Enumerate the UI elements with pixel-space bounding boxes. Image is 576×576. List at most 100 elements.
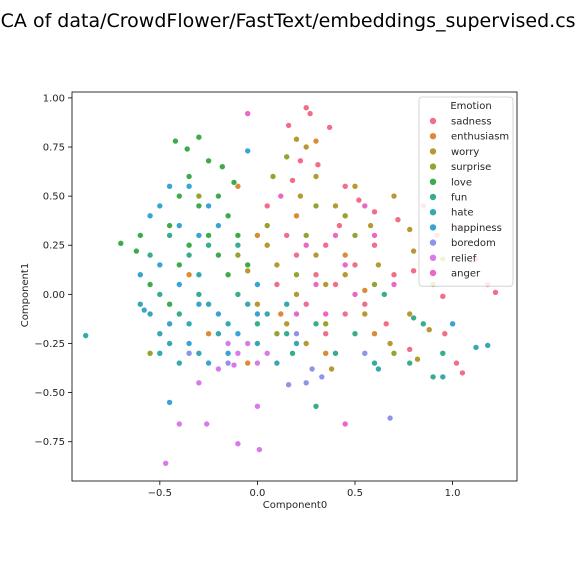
point-sadness [302,104,310,111]
point-enthusiasm [322,349,330,357]
point-sadness [273,281,281,288]
point-happiness [244,147,251,155]
point-relief [224,340,232,347]
point-fun [439,349,447,357]
point-love [215,192,222,200]
point-worry [293,135,300,143]
point-worry [302,143,310,151]
point-sadness [492,289,499,296]
y-tick-label: −0.75 [34,437,65,448]
legend: Emotion sadness enthusiasm worry surprise lo… [418,96,514,287]
point-love [176,192,183,200]
point-worry [332,202,339,210]
point-anger [312,281,320,288]
point-relief [263,349,271,357]
legend-marker-enthusiasm [429,132,437,140]
point-hate [273,359,281,367]
point-sadness [336,222,343,229]
point-fun [429,373,437,381]
point-happiness [185,183,193,190]
point-surprise [302,232,310,239]
point-boredom [224,359,232,367]
series-love [117,133,251,308]
point-boredom [308,365,316,373]
series-relief [162,340,271,467]
point-surprise [273,330,281,338]
point-enthusiasm [361,287,369,294]
point-enthusiasm [234,183,242,190]
point-sadness [441,330,449,338]
point-happiness [195,232,203,239]
y-tick-label: 0.25 [43,241,65,252]
point-surprise [371,281,378,288]
point-love [224,271,232,279]
point-hate [156,330,164,338]
point-surprise [390,349,398,357]
legend-marker-relief [429,253,437,262]
point-hate [82,332,89,339]
point-relief [244,340,251,347]
point-love [172,137,179,145]
point-sadness [289,177,296,184]
point-worry [361,310,369,318]
point-anger [390,281,398,288]
point-anger [361,202,369,210]
point-anger [277,192,285,200]
point-hate [176,359,183,367]
point-happiness [137,271,144,279]
point-sadness [351,261,359,269]
point-worry [406,226,414,233]
point-happiness [185,340,193,347]
point-worry [312,251,320,259]
point-sadness [361,300,369,308]
point-fun [146,251,154,259]
point-fun [254,320,261,328]
legend-label-surprise: surprise [451,162,491,173]
point-love [195,202,203,210]
point-happiness [146,212,154,220]
point-fun [406,359,414,367]
point-happiness [176,222,183,229]
point-relief [230,361,238,369]
series-anger [244,110,398,428]
series-surprise [146,153,398,357]
point-enthusiasm [254,232,261,239]
legend-marker-surprise [429,162,437,171]
point-sadness [390,271,398,279]
point-love [205,232,212,239]
legend-marker-worry [429,147,437,156]
point-relief [195,379,203,387]
point-fun [289,349,296,357]
point-worry [414,355,421,363]
x-tick-label: 0.5 [347,488,363,499]
point-happiness [205,359,212,367]
point-worry [410,247,417,255]
x-tick-label: 1.0 [445,488,461,499]
point-enthusiasm [185,271,193,279]
point-hate [195,271,203,279]
point-anger [293,310,300,318]
point-hate [263,310,271,318]
point-happiness [205,202,212,210]
point-sadness [341,183,349,190]
point-happiness [215,222,222,229]
point-relief [176,420,183,428]
point-sadness [263,202,271,210]
legend-label-relief: relief [451,253,477,264]
point-enthusiasm [244,359,251,367]
point-sadness [394,216,402,223]
point-fun [185,251,193,259]
point-sadness [439,292,447,300]
point-sadness [297,157,304,165]
point-happiness [254,281,261,288]
point-hate [195,349,203,357]
point-hate [484,342,492,349]
point-relief [234,440,242,448]
point-happiness [224,349,232,357]
y-tick-label: 0.75 [43,143,65,154]
point-hate [146,310,154,318]
point-enthusiasm [277,310,285,318]
point-worry [254,300,261,308]
point-relief [254,359,261,367]
